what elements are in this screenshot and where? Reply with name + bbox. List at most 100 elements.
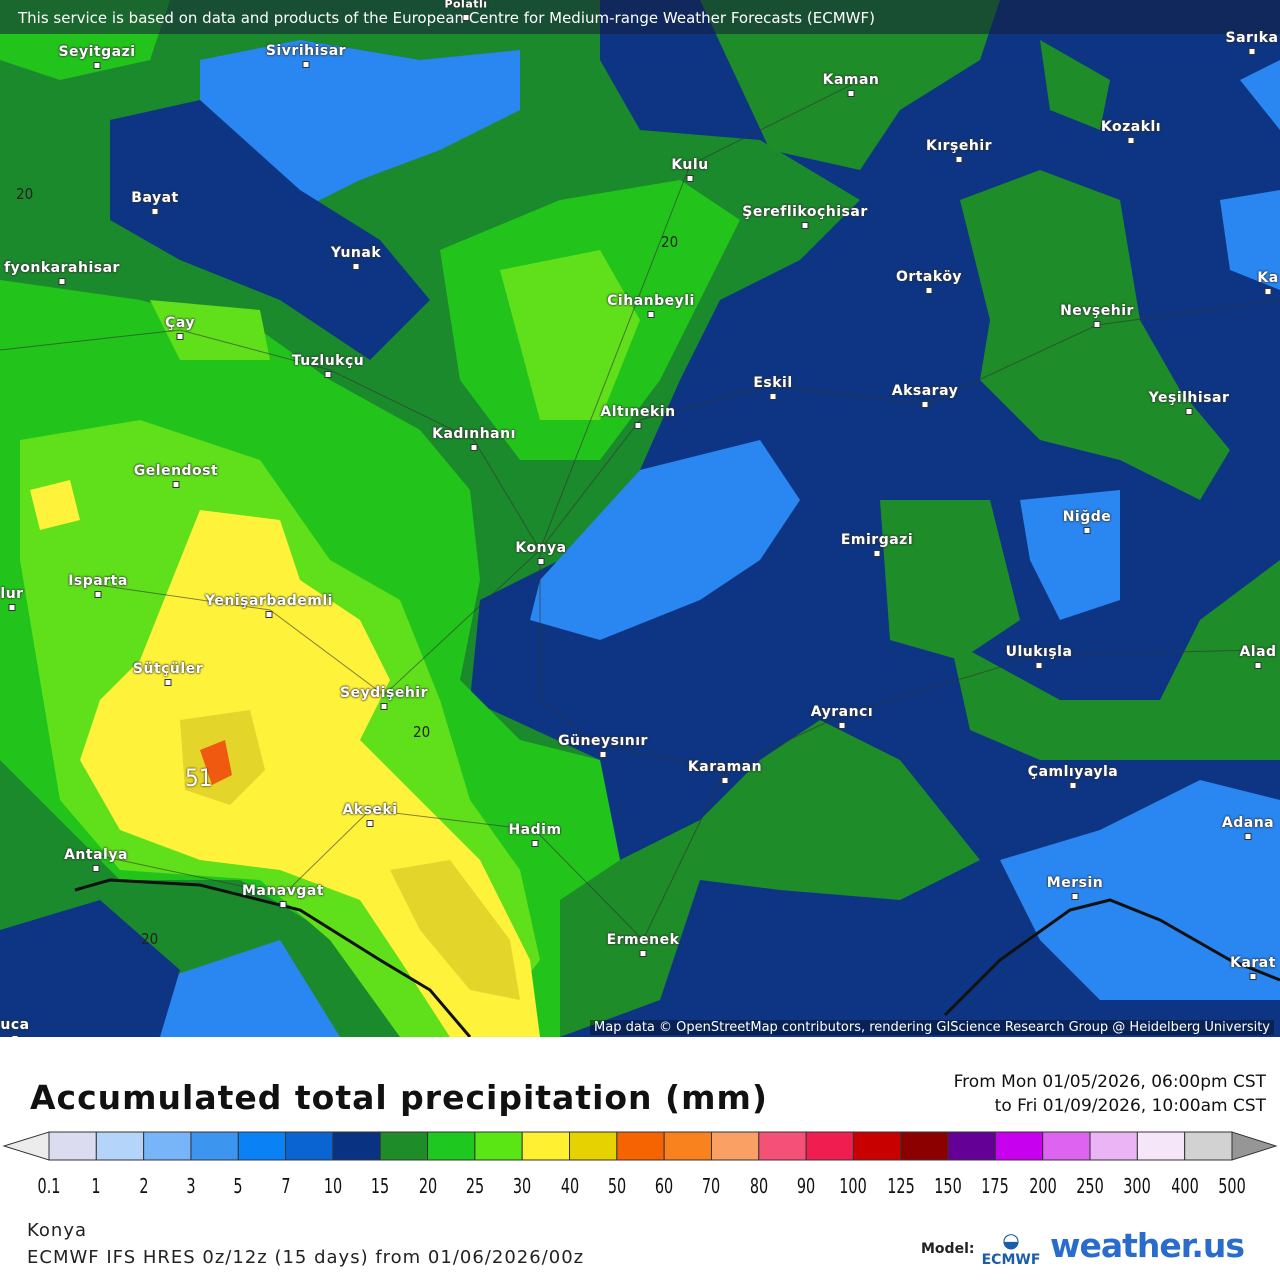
legend-swatch (48, 1131, 97, 1161)
weather-us-logo[interactable]: weather.us (1050, 1226, 1245, 1265)
map-attribution: Map data © OpenStreetMap contributors, r… (590, 1020, 1274, 1035)
city-dot (366, 820, 374, 827)
city-label: Karaman (687, 759, 763, 775)
city-dot (92, 865, 100, 872)
city-label: Kulu (671, 157, 709, 173)
legend-swatch (190, 1131, 239, 1161)
city-label: Isparta (68, 573, 128, 589)
city-dot (1249, 973, 1257, 980)
legend-tick: 90 (796, 1174, 816, 1198)
city-label: Niğde (1062, 509, 1112, 525)
city-dot (639, 950, 647, 957)
model-run: ECMWF IFS HRES 0z/12z (15 days) from 01/… (27, 1247, 585, 1268)
legend-tick: 250 (1076, 1174, 1104, 1198)
legend-tick: 80 (749, 1174, 768, 1198)
field-15-20-east (540, 0, 1280, 1037)
contour-label: 20 (413, 723, 431, 741)
legend-tick: 25 (465, 1174, 485, 1198)
city-label: Antalya (64, 847, 128, 863)
time-range: From Mon 01/05/2026, 06:00pm CST to Fri … (954, 1070, 1266, 1118)
city-label: Ermenek (606, 932, 680, 948)
legend-over-arrow (1231, 1131, 1278, 1161)
legend-tick: 1 (91, 1174, 101, 1198)
city-label: Şereflikoçhisar (742, 204, 868, 220)
city-label: Cihanbeyli (607, 293, 695, 309)
city-dot (537, 558, 545, 565)
city-dot (1185, 408, 1193, 415)
legend-tick: 60 (655, 1174, 674, 1198)
ecmwf-logo-text: ECMWF (981, 1252, 1041, 1268)
legend-swatch (1136, 1131, 1186, 1161)
city-dot (599, 751, 607, 758)
city-dot (686, 175, 694, 182)
field-10-north (0, 100, 430, 1037)
city-dot (769, 393, 777, 400)
city-label: uca (0, 1017, 30, 1033)
city-dot (151, 208, 159, 215)
model-label: Model: (921, 1241, 975, 1257)
legend-tick: 0.1 (37, 1174, 61, 1198)
legend-tick: 40 (560, 1174, 579, 1198)
city-dot (1069, 782, 1077, 789)
city-dot (1264, 288, 1272, 295)
city-label: Çamlıyayla (1027, 764, 1119, 780)
city-dot (1071, 893, 1079, 900)
city-label: Konya (515, 540, 567, 556)
location-name: Konya (27, 1220, 88, 1241)
legend-swatch (379, 1131, 429, 1161)
city-dot (380, 703, 388, 710)
field-40-50 (180, 710, 520, 1000)
legend-tick: 3 (186, 1174, 196, 1198)
city-dot (176, 333, 184, 340)
legend-swatch (994, 1131, 1044, 1161)
city-label: Kadınhanı (432, 426, 516, 442)
city-label: Kozaklı (1100, 119, 1162, 135)
city-label: Alad (1239, 644, 1277, 660)
legend-tick: 70 (702, 1174, 721, 1198)
city-dot (58, 278, 66, 285)
legend-tick: 150 (934, 1174, 962, 1198)
city-dot (838, 722, 846, 729)
city-label: Mersin (1046, 875, 1104, 891)
legend-swatch (332, 1131, 381, 1161)
legend-swatch (852, 1131, 902, 1161)
legend-swatch (95, 1131, 145, 1161)
city-dot (352, 263, 360, 270)
city-dot (531, 840, 539, 847)
city-dot (164, 679, 172, 686)
city-dot (265, 611, 273, 618)
city-dot (462, 14, 470, 21)
city-dot (1248, 48, 1256, 55)
legend-tick: 20 (418, 1174, 437, 1198)
city-label: Karat (1230, 955, 1276, 971)
city-label: Polatlı (444, 0, 488, 11)
legend-swatch (710, 1131, 760, 1161)
city-label: Hadim (508, 822, 562, 838)
legend-swatch (758, 1131, 807, 1161)
field-50-60 (200, 740, 232, 785)
legend-swatch (1184, 1131, 1233, 1161)
city-label: Gelendost (133, 463, 219, 479)
max-value-label: 51 (185, 764, 213, 792)
city-dot (172, 481, 180, 488)
city-label: Kaman (822, 72, 880, 88)
city-label: Çay (165, 315, 195, 331)
legend-tick: 125 (887, 1174, 915, 1198)
legend-tick: 200 (1028, 1174, 1057, 1198)
city-dot (302, 61, 310, 68)
city-dot (1083, 527, 1091, 534)
city-dot (8, 604, 16, 611)
city-dot (634, 422, 642, 429)
contour-label: 20 (661, 233, 679, 251)
precipitation-map[interactable]: This service is based on data and produc… (0, 0, 1280, 1037)
legend-tick: 2 (139, 1174, 149, 1198)
legend-tick: 10 (323, 1174, 343, 1198)
city-dot (1127, 137, 1135, 144)
range-to: to Fri 01/09/2026, 10:00am CST (994, 1096, 1266, 1116)
city-dot (1244, 833, 1252, 840)
city-dot (94, 591, 102, 598)
city-dot (847, 90, 855, 97)
city-label: Manavgat (241, 883, 325, 899)
city-label: fyonkarahisar (4, 260, 120, 276)
city-dot (873, 550, 881, 557)
